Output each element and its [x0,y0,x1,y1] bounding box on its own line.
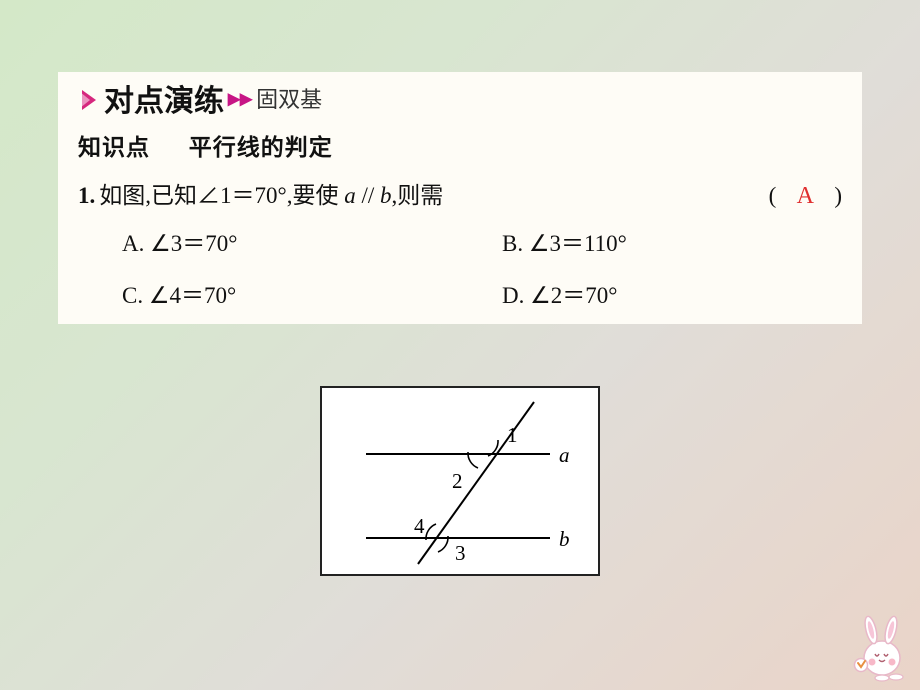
svg-text:b: b [559,527,570,551]
question-stem: 1. 如图,已知∠1＝70°,要使 a // b,则需 ( A ) [78,176,842,210]
question-text: 如图,已知∠1＝70°,要使 a // b,则需 [99,176,443,210]
answer-paren: ( A ) [769,183,842,210]
paren-right: ) [834,183,842,209]
knowledge-label: 知识点 [78,134,150,160]
svg-text:4: 4 [414,514,425,538]
header-subtitle: 固双基 [256,82,322,114]
knowledge-topic: 平行线的判定 [189,134,333,160]
question-number: 1. [78,183,95,209]
paren-left: ( [769,183,777,209]
option-d: D. ∠2＝70° [502,276,842,310]
svg-text:3: 3 [455,541,466,565]
svg-text:2: 2 [452,469,463,493]
options-grid: A. ∠3＝70° B. ∠3＝110° C. ∠4＝70° D. ∠2＝70° [78,224,842,310]
diagram-svg: 1 2 3 4 a b [322,388,598,574]
header-bullet-icon [78,86,100,114]
option-c: C. ∠4＝70° [122,276,462,310]
header-line: 对点演练 ▸▸ 固双基 [78,76,842,120]
svg-text:a: a [559,443,570,467]
header-title: 对点演练 [104,76,224,120]
answer-letter: A [790,183,820,210]
bunny-decoration-icon [848,610,910,682]
content-card: 对点演练 ▸▸ 固双基 知识点 平行线的判定 1. 如图,已知∠1＝70°,要使… [58,72,862,324]
option-b: B. ∠3＝110° [502,224,842,258]
arrows-icon: ▸▸ [228,84,252,113]
knowledge-point: 知识点 平行线的判定 [78,128,842,162]
svg-text:1: 1 [507,423,518,447]
option-a: A. ∠3＝70° [122,224,462,258]
geometry-diagram: 1 2 3 4 a b [320,386,600,576]
